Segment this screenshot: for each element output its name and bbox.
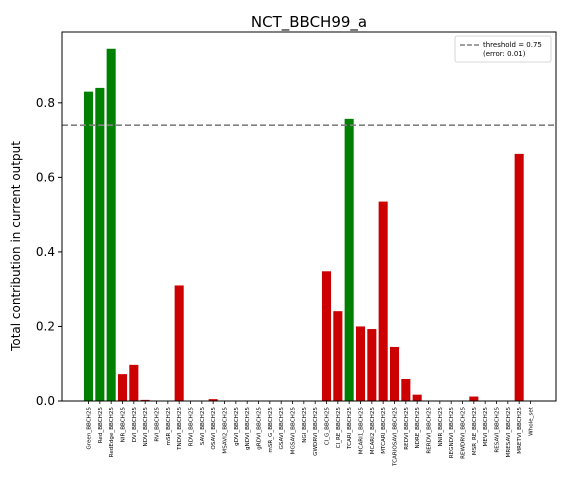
x-tick-label-38: MRETVI_BBCH25 — [517, 407, 523, 454]
x-tick-label-21: CI_G_BBCH25 — [325, 407, 331, 446]
x-tick-label-7: mSR_BBCH25 — [166, 407, 172, 446]
x-tick-label-6: RVI_BBCH25 — [155, 407, 161, 442]
y-tick-label-4: 0.8 — [36, 96, 55, 110]
bar-11 — [208, 399, 218, 401]
y-tick-label-3: 0.6 — [36, 170, 55, 184]
x-tick-label-29: NDRE_BBCH25 — [415, 407, 421, 449]
x-tick-label-3: NIR_BBCH25 — [121, 407, 127, 443]
bar-1 — [95, 87, 105, 401]
x-tick-label-18: MGSAVI_BBCH25 — [291, 407, 297, 455]
x-tick-label-26: MTCARI_BBCH25 — [381, 407, 387, 454]
x-tick-label-0: Green_BBCH25 — [87, 407, 93, 450]
x-tick-label-17: GSAVI_BBCH25 — [279, 407, 285, 450]
x-tick-label-20: GWDRVI_BBCH25 — [313, 407, 319, 456]
x-tick-label-13: gDVI_BBCH25 — [234, 407, 240, 446]
x-tick-label-1: Red_BBCH25 — [98, 407, 104, 444]
x-tick-label-35: MEVI_BBCH25 — [483, 407, 489, 447]
bar-27 — [389, 346, 400, 401]
x-tick-label-33: REWDRVI_BBCH25 — [461, 407, 467, 459]
x-tick-label-25: MCARI2_BBCH25 — [370, 407, 376, 455]
bar-29 — [412, 394, 422, 401]
y-tick-label-1: 0.2 — [36, 319, 55, 333]
bar-26 — [378, 201, 388, 401]
x-tick-label-12: MSAVI2_BBCH25 — [223, 407, 229, 454]
bar-38 — [514, 153, 524, 401]
legend-threshold-sublabel: (error: 0.01) — [483, 50, 526, 58]
y-axis-label: Total contribution in current output — [9, 141, 23, 352]
plot-frame — [61, 31, 557, 402]
bar-28 — [401, 379, 411, 401]
legend-threshold-label: threshold = 0.75 — [483, 41, 542, 49]
bar-4 — [129, 364, 139, 401]
x-tick-label-11: OSAVI_BBCH25 — [211, 407, 217, 450]
y-tick-label-2: 0.4 — [36, 245, 55, 259]
x-tick-label-14: gNDVI_BBCH25 — [245, 407, 251, 450]
x-tick-label-5: NDVI_BBCH25 — [143, 407, 149, 447]
x-tick-label-19: NGI_BBCH25 — [302, 407, 308, 443]
x-tick-label-27: TCARIOSAVI_BBCH25 — [393, 407, 399, 467]
x-tick-label-39: Whole_set — [529, 406, 535, 436]
bar-24 — [355, 326, 366, 401]
bar-8 — [174, 285, 184, 401]
plot-area: 0.0 0.2 0.4 0.6 0.8 Green_BBCH25 Red_BBCH25 Red… — [36, 31, 557, 467]
bar-25 — [367, 329, 377, 401]
x-tick-label-32: REGNDVI_BBCH25 — [449, 407, 455, 459]
x-tick-label-37: MRESAVI_BBCH25 — [506, 407, 512, 458]
chart-title: NCT_BBCH99_a — [251, 13, 367, 32]
bar-0 — [83, 91, 94, 401]
x-tick-label-30: RERDVI_BBCH25 — [427, 407, 433, 454]
bar-23 — [344, 118, 354, 401]
x-tick-label-2: RedEdge_BBCH25 — [109, 407, 115, 458]
bar-21 — [321, 271, 332, 401]
y-tick-label-0: 0.0 — [36, 394, 55, 408]
x-tick-label-24: MCARI1_BBCH25 — [359, 407, 365, 455]
bar-3 — [117, 374, 128, 401]
x-tick-label-22: CI_RE_BBCH25 — [336, 407, 342, 449]
bar-22 — [333, 311, 343, 401]
x-tick-label-9: RDVI_BBCH25 — [189, 407, 195, 447]
legend-box — [454, 35, 552, 63]
x-tick-label-15: gRDVI_BBCH25 — [257, 407, 263, 450]
x-tick-label-36: RESAVI_BBCH25 — [495, 407, 501, 453]
x-tick-label-31: NNIR_BBCH25 — [438, 407, 444, 447]
bar-34 — [469, 396, 479, 401]
x-tick-label-4: DVI_BBCH25 — [132, 407, 138, 443]
x-tick-label-23: TCARI_BBCH25 — [347, 407, 353, 450]
x-tick-label-34: MSR_RE_BBCH25 — [472, 407, 478, 456]
x-tick-label-28: REDVI_BBCH25 — [404, 407, 410, 450]
bar-2 — [106, 48, 116, 402]
x-tick-label-16: mSR_G_BBCH25 — [268, 407, 274, 453]
x-tick-label-8: TNDVI_BBCH25 — [177, 407, 183, 451]
bar-5 — [140, 399, 150, 401]
x-tick-label-10: SAVI_BBCH25 — [200, 407, 206, 446]
